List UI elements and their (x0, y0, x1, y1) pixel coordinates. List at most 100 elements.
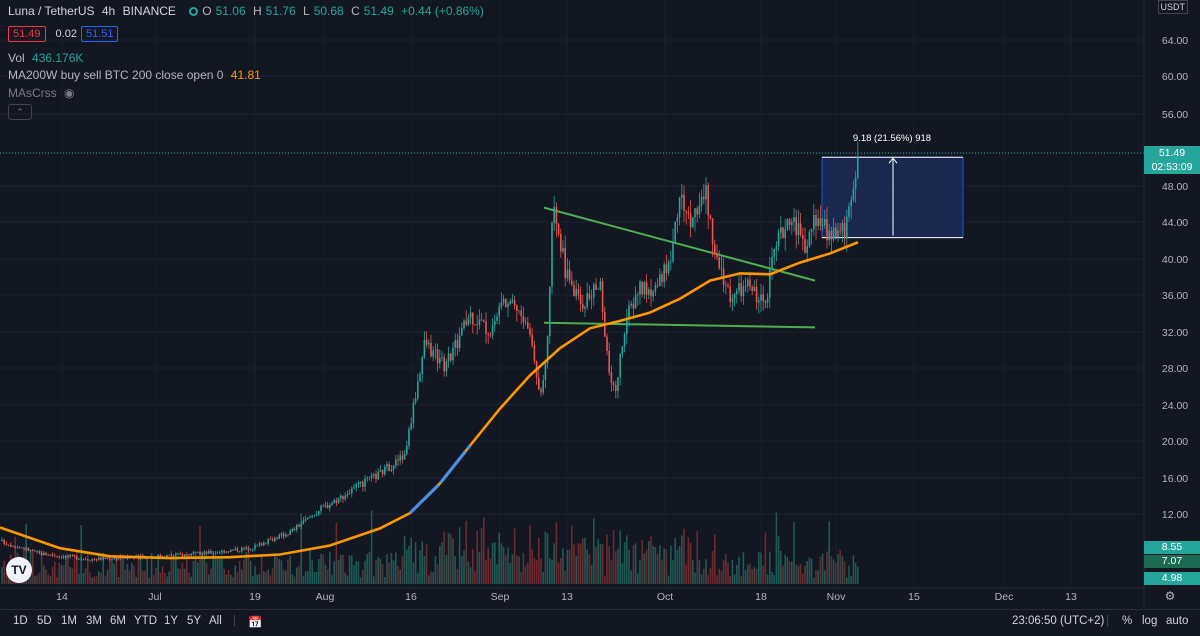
volume-bar (775, 512, 778, 584)
symbol-name[interactable]: Luna / TetherUS (8, 4, 95, 18)
candle-body (18, 547, 21, 548)
range-button[interactable]: YTD (134, 615, 157, 627)
volume-bar (601, 544, 604, 584)
low-value: 50.68 (313, 4, 344, 18)
candle-body (665, 264, 668, 273)
volume-bar (544, 531, 547, 584)
candle-body (738, 283, 740, 291)
candle-body (654, 285, 657, 292)
candle-body (120, 558, 122, 559)
low-label: L (303, 4, 310, 18)
measure-label: 9.18 (21.56%) 918 (853, 133, 931, 144)
range-button[interactable]: All (209, 615, 222, 627)
range-button[interactable]: 3M (86, 615, 102, 627)
candle-body (751, 286, 753, 292)
measure-arrowhead (888, 157, 898, 164)
volume-legend[interactable]: Vol 436.176K (8, 51, 87, 65)
volume-bar (65, 554, 67, 584)
eye-hidden-icon[interactable]: ◉ (64, 86, 75, 100)
volume-bar (755, 568, 758, 584)
currency-label[interactable]: USDT (1157, 0, 1188, 14)
candle-body (56, 555, 58, 557)
volume-bar (696, 531, 698, 584)
candle-body (27, 547, 30, 551)
candle-body (687, 212, 690, 214)
candle-body (707, 185, 709, 216)
volume-bar (186, 552, 188, 584)
volume-bar (5, 572, 8, 584)
settings-gear-icon[interactable]: ⚙ (1165, 589, 1176, 603)
interval-label[interactable]: 4h (101, 4, 116, 18)
volume-bar (758, 552, 760, 584)
volume-bar (698, 560, 701, 584)
volume-bar (269, 575, 272, 584)
volume-bar (102, 552, 104, 584)
candle-body (439, 357, 441, 364)
candle-body (241, 548, 243, 552)
measure-tool: 9.18 (21.56%) 918 (821, 133, 964, 239)
candle-body (287, 534, 289, 536)
percent-toggle[interactable]: % (1122, 615, 1133, 627)
range-button[interactable]: 1M (61, 615, 77, 627)
volume-bar (362, 569, 364, 584)
time-tick-label: Nov (827, 591, 846, 603)
volume-bar (777, 536, 780, 584)
volume-bar (214, 558, 217, 584)
range-button[interactable]: 6M (110, 615, 126, 627)
candle-body (762, 294, 764, 302)
ask-box[interactable]: 51.51 (80, 26, 119, 42)
calendar-icon[interactable]: 📅 (248, 617, 263, 629)
hidden-indicator-legend[interactable]: MAsCrss ◉ (8, 86, 79, 100)
volume-bar (681, 535, 683, 584)
volume-tag: 4.98 (1144, 572, 1200, 585)
time-tick-label: Oct (657, 591, 673, 603)
candle-body (309, 517, 311, 518)
volume-bar (707, 574, 709, 584)
price-tick-label: 32.00 (1162, 327, 1188, 339)
candle-body (377, 471, 379, 480)
range-button[interactable]: 5D (37, 615, 52, 627)
volume-bar (575, 555, 577, 584)
candle-body (696, 208, 698, 215)
candle-body (815, 215, 817, 227)
volume-bar (243, 559, 245, 584)
price-tick-label: 56.00 (1162, 109, 1188, 121)
volume-bar (381, 564, 384, 584)
candle-body (775, 246, 778, 249)
bar-countdown: 02:53:09 (1151, 161, 1193, 173)
candle-body (753, 286, 756, 292)
bid-box[interactable]: 51.49 (8, 26, 46, 42)
volume-bar (76, 551, 78, 584)
clock[interactable]: 23:06:50 (UTC+2) (1012, 615, 1105, 627)
candle-body (197, 551, 199, 553)
candle-body (373, 473, 375, 476)
candle-body (227, 551, 230, 553)
candle-body (824, 219, 826, 226)
volume-bars (1, 510, 859, 584)
candle-body (258, 543, 261, 545)
volume-bar (353, 565, 355, 584)
ma-legend[interactable]: MA200W buy sell BTC 200 close open 0 41.… (8, 68, 265, 82)
candle-body (340, 495, 342, 498)
collapse-legend-icon[interactable]: ⌃ (8, 104, 32, 120)
candle-body (76, 556, 78, 560)
volume-bar (80, 524, 82, 584)
tradingview-logo-icon[interactable]: TV (6, 557, 32, 583)
volume-bar (573, 544, 575, 584)
candle-body (82, 558, 85, 560)
price-chart[interactable]: 9.18 (21.56%) 918 64.0060.0056.0052.0048… (0, 0, 1200, 608)
candle-body (225, 551, 228, 553)
last-price-value: 51.49 (1158, 147, 1186, 159)
volume-bar (687, 537, 690, 584)
candle-body (109, 558, 111, 560)
log-toggle[interactable]: log (1142, 615, 1158, 627)
range-button[interactable]: 1Y (164, 615, 179, 627)
range-button[interactable]: 1D (13, 615, 28, 627)
volume-bar (230, 574, 232, 584)
auto-toggle[interactable]: auto (1166, 615, 1189, 627)
candle-body (331, 503, 333, 506)
candle-body (485, 321, 487, 334)
range-button[interactable]: 5Y (187, 615, 202, 627)
volume-bar (672, 560, 674, 584)
candle-body (793, 217, 795, 222)
